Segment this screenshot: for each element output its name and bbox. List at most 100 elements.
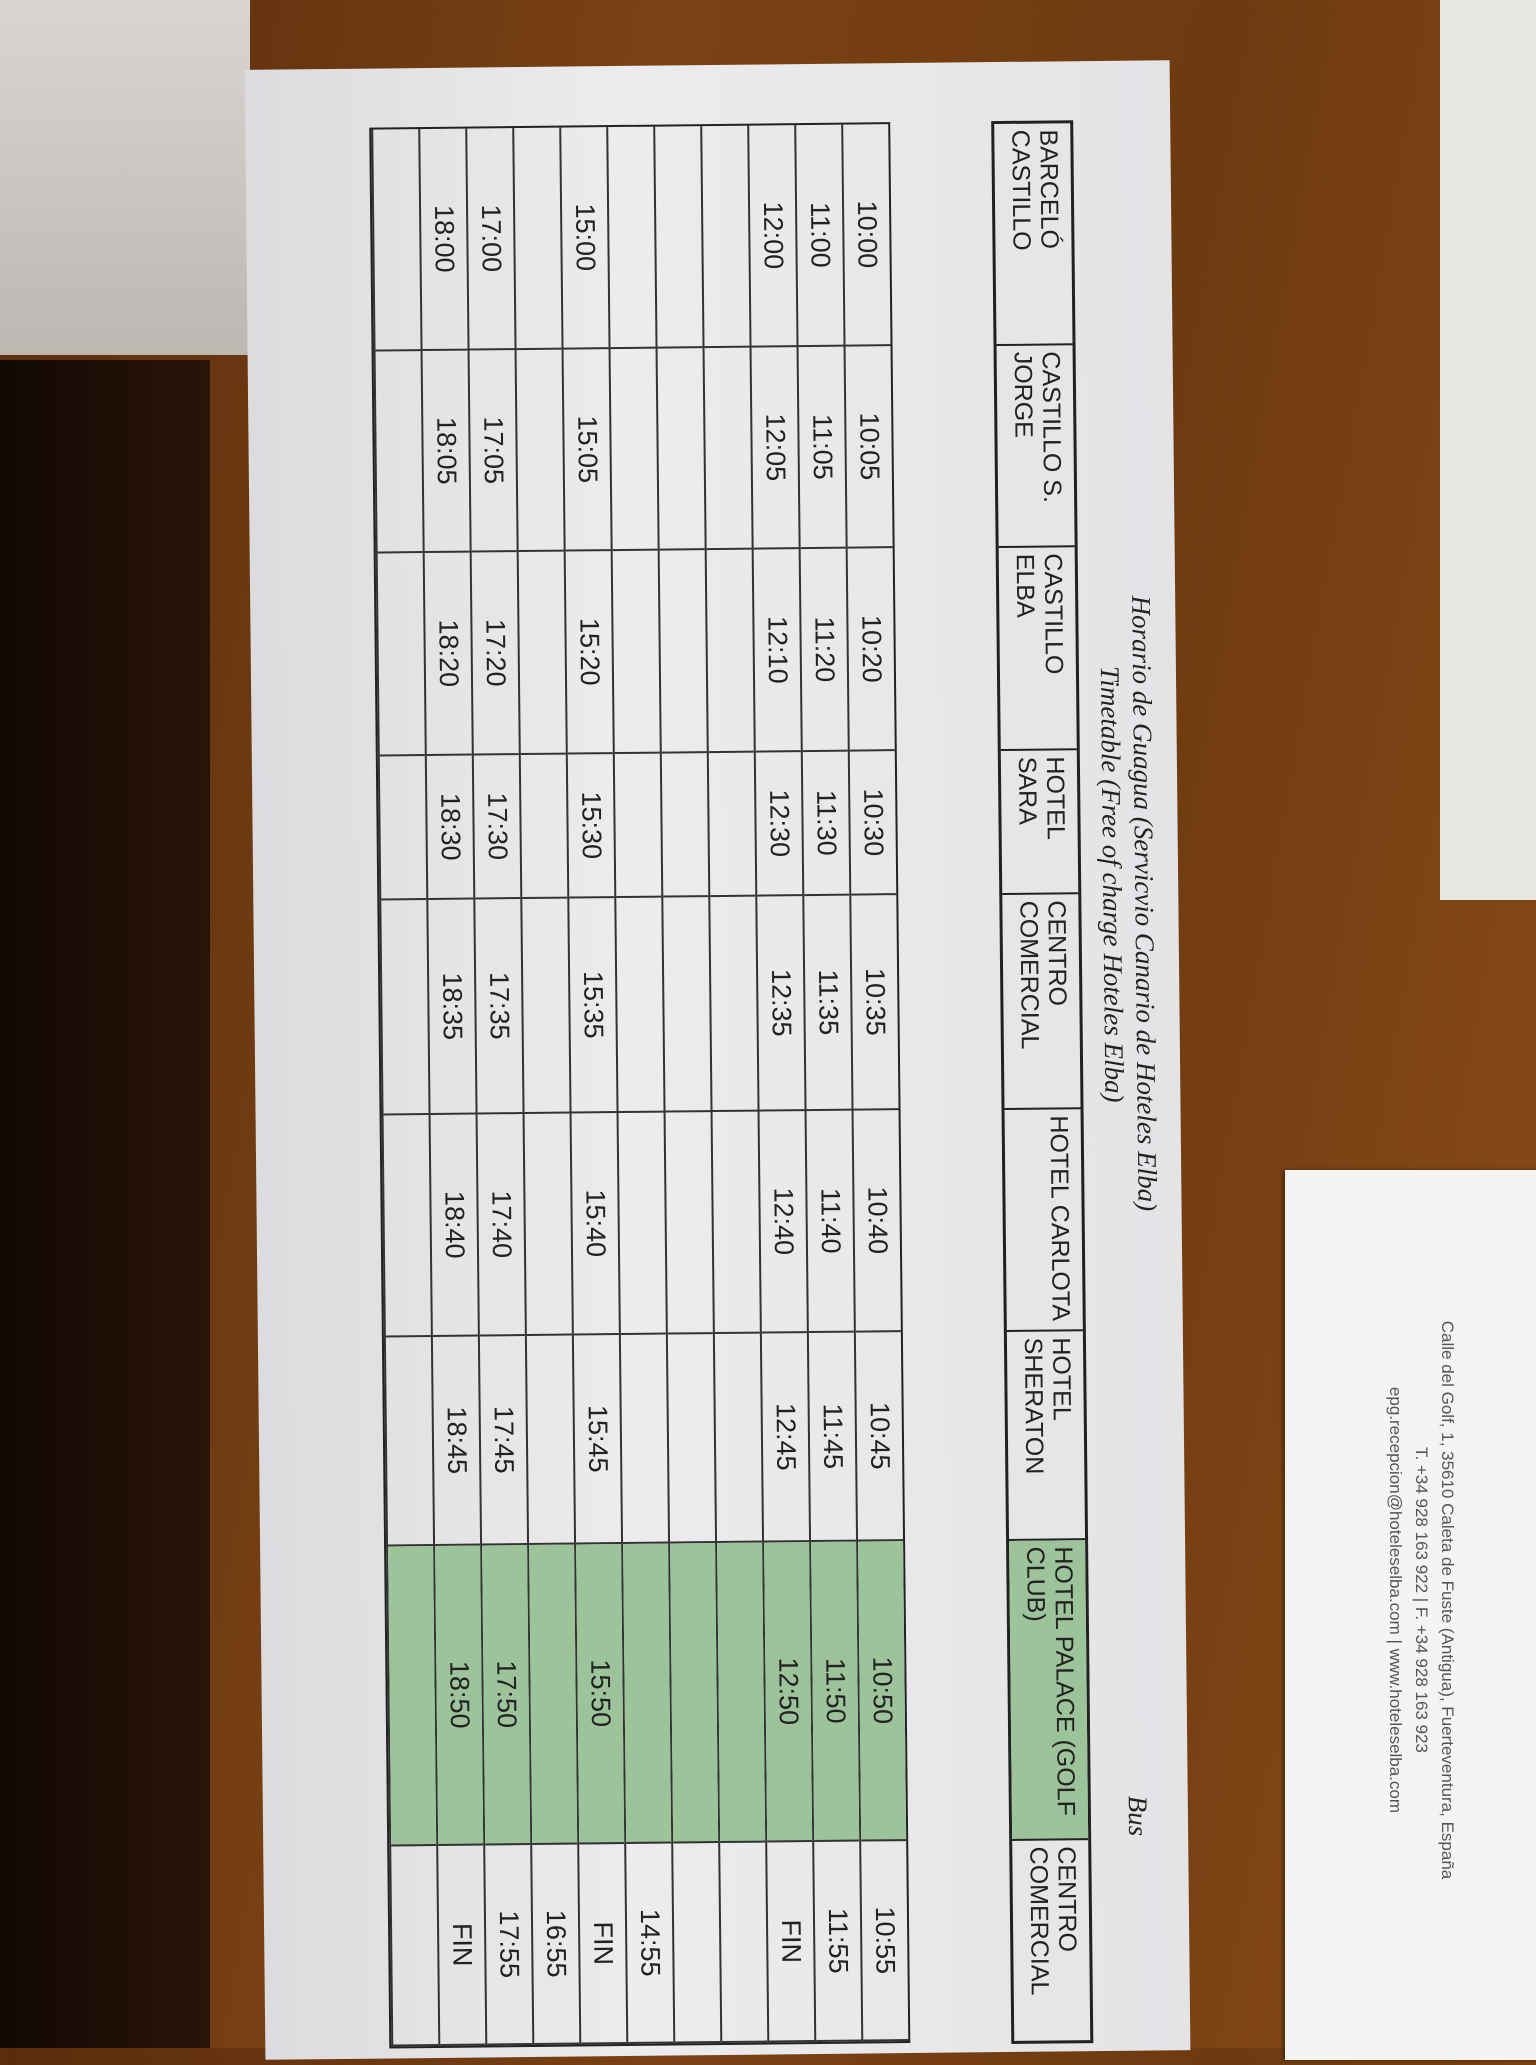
time-cell: 12:10 [753,549,801,753]
time-cell [712,1111,760,1335]
time-cell [608,126,656,350]
time-cell: 14:55 [626,1843,674,2044]
column-header: CASTILLO ELBA [998,547,1077,752]
time-cell: 11:30 [802,751,850,897]
time-cell: 15:35 [569,898,617,1114]
time-cell [710,896,758,1113]
time-cell [522,898,570,1115]
time-cell [659,550,707,754]
time-cell [702,125,750,349]
time-cell [620,1334,669,1545]
column-header: CASTILLO S. JORGE [996,345,1075,549]
time-cell: 18:40 [430,1114,478,1337]
header-row: BARCELÓ CASTILLO CASTILLO S. JORGE CASTILL… [991,120,1094,2044]
time-cell [612,550,660,755]
time-cell: 10:30 [849,751,897,896]
time-cell [623,1543,672,1844]
time-cell [516,349,564,553]
time-cell: 11:55 [814,1841,862,2043]
time-cell: 12:45 [761,1333,810,1543]
background-shadow [0,360,210,2048]
time-cell: 11:00 [796,124,844,348]
time-cell: 10:35 [851,895,899,1111]
time-cell: 17:55 [485,1845,533,2046]
time-cell [618,1112,666,1336]
time-cell: 18:50 [435,1545,484,1846]
time-cell: 10:55 [861,1841,909,2042]
time-cell [610,348,658,552]
time-cell: 18:45 [432,1336,481,1546]
time-cell: 12:30 [755,752,803,897]
time-cell: 15:00 [561,127,609,350]
time-cell [375,351,423,554]
time-cell: 18:20 [424,552,472,757]
time-cell: 15:30 [567,754,615,899]
time-cell: 12:00 [749,125,797,348]
time-cell [391,1845,439,2047]
time-cell: 12:05 [751,347,799,550]
time-cell [520,754,568,900]
time-cell: 18:00 [420,128,468,352]
time-cell [614,753,662,899]
title-spanish: Horario de Guagua (Servicvio Canario de … [1126,595,1163,1212]
time-cell: 15:50 [576,1544,625,1845]
column-header: CENTRO COMERCIAL [1024,1846,1082,1996]
title-english: Timetable (Free of charge Hoteles Elba) [1094,665,1130,1103]
time-cell [526,1335,575,1545]
timetable-sheet: Horario de Guagua (Servicvio Canario de … [369,105,1185,2063]
time-cell: 17:20 [471,552,519,756]
time-cell: 15:05 [563,349,611,552]
time-cell [673,1843,721,2044]
time-cell: 10:50 [858,1541,907,1842]
column-header: HOTEL CARLOTA [1004,1109,1083,1332]
time-cell [524,1113,572,1337]
time-cell: FIN [438,1845,486,2046]
time-cell: 17:40 [477,1114,525,1337]
time-cell [373,129,421,352]
time-cell [704,347,752,551]
time-cell: 11:35 [804,895,852,1112]
time-cell [714,1333,763,1544]
column-header: CENTRO COMERCIAL [1002,894,1081,1110]
time-cell: 11:50 [811,1541,860,1843]
card-phone: T. +34 928 163 922 | F. +34 928 163 923 [1412,1447,1431,1753]
timetable-paper: Horario de Guagua (Servicvio Canario de … [244,60,1191,2063]
time-cell: 10:20 [847,548,895,752]
time-cell: 11:40 [806,1110,854,1334]
time-cell: 12:35 [757,896,805,1112]
time-cell [661,753,709,898]
time-cell [388,1546,437,1847]
time-cell: 16:55 [532,1844,580,2045]
time-cell: 10:45 [855,1332,904,1542]
time-cell: 11:05 [798,346,846,550]
time-cell [670,1543,719,1844]
time-cell: 10:40 [853,1110,901,1333]
time-cell [385,1337,434,1547]
time-cell: 12:50 [764,1542,813,1843]
time-cell: 15:40 [571,1113,619,1336]
time-cell: 17:00 [467,128,515,351]
time-cell: 15:45 [573,1335,622,1545]
time-cell: 11:20 [800,548,848,753]
time-cell: 15:20 [565,551,613,755]
bus-label: Bus [1122,1795,1154,1837]
time-cell: 17:35 [475,899,523,1115]
time-cell [657,348,705,551]
time-cell: 18:35 [428,899,476,1116]
time-cell [616,897,664,1114]
time-cell: 17:50 [482,1545,531,1846]
time-cell [706,549,754,754]
card-contact: epg.recepcion@hoteleselba.com | www.hote… [1386,1386,1405,1814]
time-cell [655,126,703,349]
time-cell: 17:05 [469,350,517,553]
time-cell [708,752,756,898]
time-cell: 11:45 [808,1332,857,1543]
background-object [1440,0,1536,900]
background-wall [0,0,250,355]
time-cell [667,1334,716,1544]
time-cell [514,127,562,351]
time-cell: 18:30 [426,755,474,901]
time-cell [383,1115,431,1338]
column-header: BARCELÓ CASTILLO [994,123,1073,347]
time-cell: 17:30 [473,755,521,900]
